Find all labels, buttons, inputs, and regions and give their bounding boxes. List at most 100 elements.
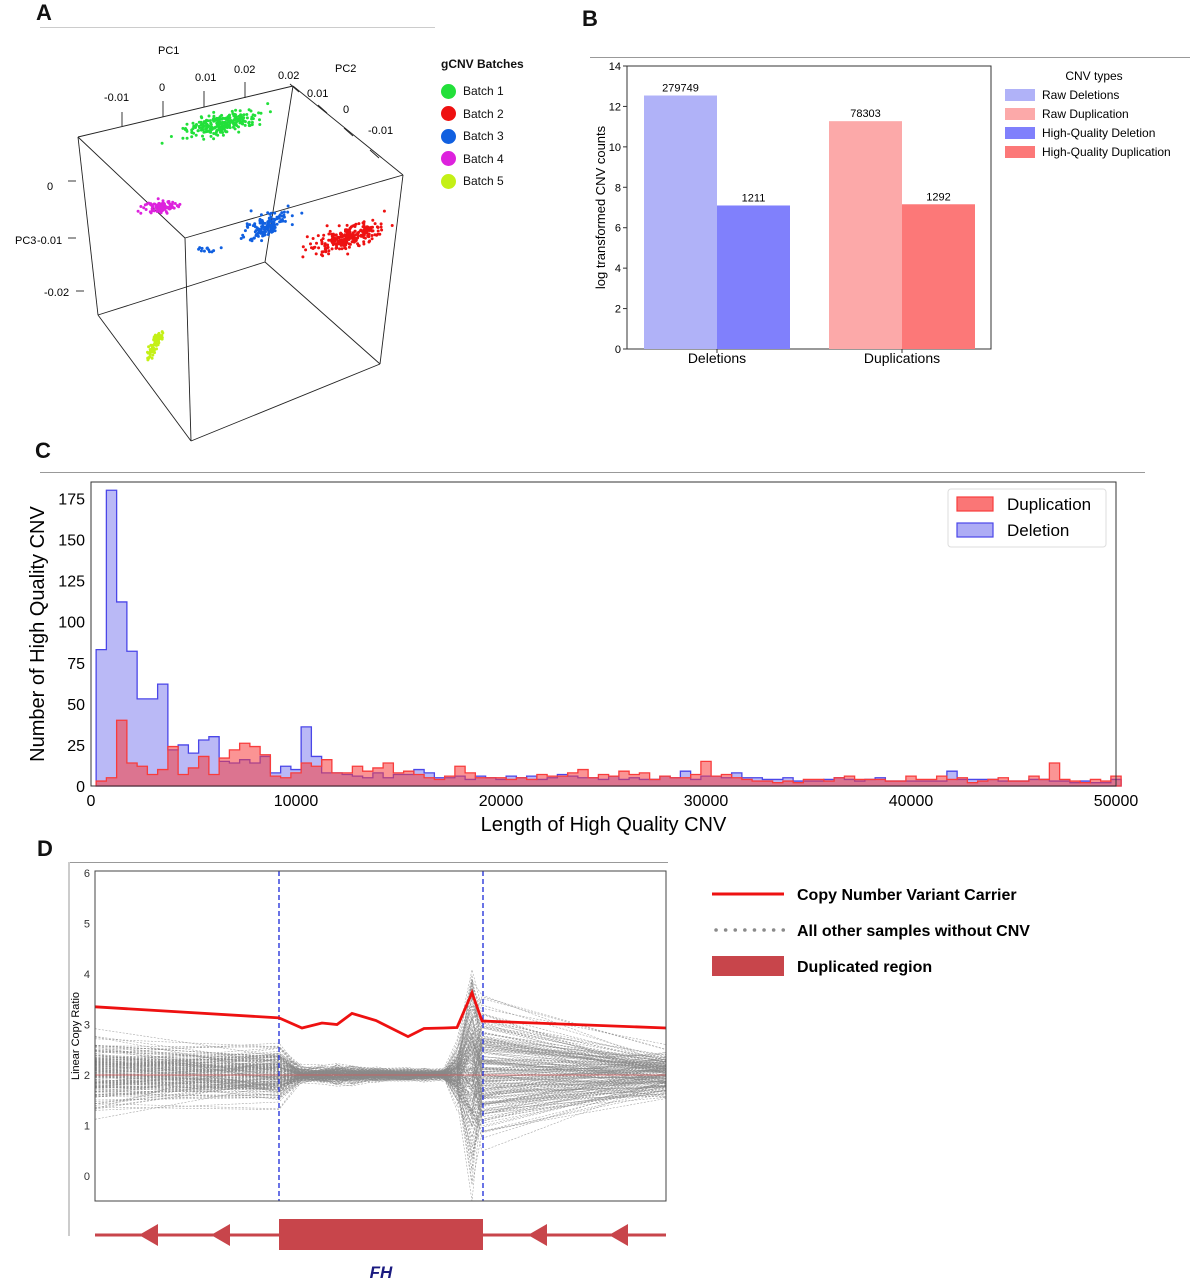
pca-point <box>245 224 249 228</box>
batch-legend: gCNV Batches Batch 1 Batch 2 Batch 3 Batch … <box>441 57 591 193</box>
pca-scatter-points <box>136 102 394 362</box>
legend-swatch <box>1005 146 1035 158</box>
pca-point <box>343 233 347 237</box>
y-tick-label: 150 <box>58 533 85 550</box>
pca-point <box>330 241 334 245</box>
pca-point <box>323 244 327 248</box>
pca-point <box>349 236 353 240</box>
sample-line <box>94 1002 667 1073</box>
pca-point <box>190 135 194 139</box>
pca-point <box>239 117 243 120</box>
pca-point <box>221 133 225 137</box>
pca-point <box>240 121 244 125</box>
separator-b <box>590 57 1190 58</box>
pca-point <box>371 218 375 222</box>
pca-point <box>231 125 235 129</box>
legend-swatch <box>1005 127 1035 139</box>
pca-point <box>309 242 312 246</box>
pca-point <box>250 117 254 121</box>
pca-point <box>234 108 238 112</box>
pca-point <box>282 210 286 214</box>
pca-point <box>185 136 189 140</box>
pca-point <box>368 228 372 232</box>
bar <box>717 205 790 349</box>
pca-point <box>334 233 338 237</box>
pca-point <box>224 122 228 126</box>
pca-point <box>376 232 380 236</box>
pca-point <box>155 210 159 213</box>
pca-point <box>249 237 253 241</box>
pca-point <box>194 133 198 137</box>
pca-point <box>212 137 216 141</box>
pca-point <box>163 207 167 210</box>
pca-point <box>212 114 216 118</box>
pca-point <box>165 211 169 215</box>
pca-point <box>320 238 323 242</box>
pca-point <box>205 125 209 129</box>
sample-line <box>94 1038 667 1085</box>
pca-point <box>231 112 235 116</box>
pca-point <box>237 130 241 134</box>
pca-point <box>243 229 247 233</box>
carrier-line <box>94 988 667 1039</box>
pca-point <box>301 255 305 259</box>
pc3-axis-label: PC3 <box>15 235 36 247</box>
pca-point <box>347 231 351 235</box>
cnv-counts-bar-chart: 0 2 4 6 8 10 12 14 log transformed CNV counts 279… <box>593 61 1171 366</box>
panel-b-letter: B <box>582 6 598 31</box>
pca-point <box>290 214 294 218</box>
sample-line <box>94 981 667 1073</box>
pca-point <box>220 113 224 117</box>
pca-point <box>202 249 206 253</box>
pca-point <box>212 110 216 114</box>
pca-point <box>227 119 231 122</box>
pca-point <box>326 243 330 247</box>
pca-point <box>380 228 384 232</box>
pca-point <box>345 235 349 239</box>
pca-point <box>160 141 164 145</box>
pca-point <box>345 223 349 227</box>
x-tick-label: 50000 <box>1094 793 1139 810</box>
plot-frame <box>94 870 667 1202</box>
y-tick-label: 0 <box>76 779 85 796</box>
pca-point <box>247 121 251 125</box>
pca-point <box>337 224 341 228</box>
pca-point <box>311 247 315 250</box>
pca-point <box>359 234 363 238</box>
pca-point <box>369 225 373 229</box>
pca-point <box>343 237 346 241</box>
pca-point <box>259 213 263 217</box>
pca-point <box>206 119 210 123</box>
batch-marker-icon <box>441 151 456 167</box>
pca-point <box>230 109 234 113</box>
batch-legend-title: gCNV Batches <box>441 57 524 71</box>
pca-point <box>357 244 361 248</box>
x-tick-label: Duplications <box>864 350 940 366</box>
pca-point <box>225 130 229 134</box>
x-tick-label: 0 <box>87 793 96 810</box>
pca-point <box>151 353 155 357</box>
y-tick-label: 25 <box>67 738 85 755</box>
pca-point <box>210 250 214 254</box>
pca-point <box>215 129 219 133</box>
pca-point <box>316 234 320 238</box>
pca-point <box>366 232 370 236</box>
pca-point <box>263 226 267 230</box>
pca-point <box>222 126 226 130</box>
legend-label: High-Quality Duplication <box>1042 145 1171 159</box>
y-tick-label: 2 <box>615 304 621 316</box>
pca-point <box>181 126 185 130</box>
pca-point <box>202 137 206 141</box>
y-tick-label: 100 <box>58 615 85 632</box>
batch-legend-label: Batch 4 <box>463 151 504 166</box>
pca-point <box>212 132 216 135</box>
y-tick-label: 10 <box>609 142 621 154</box>
batch-marker-icon <box>441 83 456 99</box>
sample-line <box>94 1024 667 1073</box>
pca-point <box>277 216 281 220</box>
cnv-length-histogram: 0 10000 20000 30000 40000 50000 0 25 50 75 100 125 1… <box>27 481 1139 836</box>
pca-point <box>155 347 158 351</box>
sample-line <box>94 974 667 1075</box>
pca-point <box>266 228 270 232</box>
pca-point <box>157 207 161 211</box>
